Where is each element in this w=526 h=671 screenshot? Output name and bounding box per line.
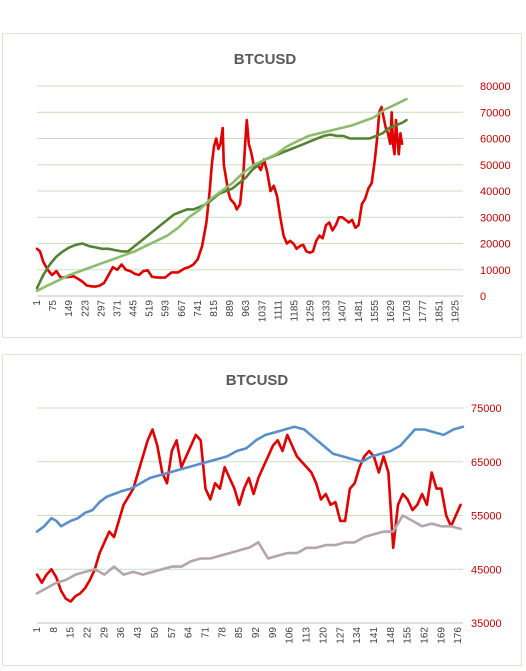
bottom-series-line-3	[35, 514, 462, 595]
chart-panel-top: BTCUSD 0 10000 20000 30000 40000 50000 60000 700…	[2, 33, 522, 338]
bottom-x-tick-label: 113	[302, 627, 313, 643]
top-y-tick-label: 70000	[480, 107, 511, 119]
top-x-tick-label: 593	[161, 300, 172, 317]
bottom-series-line-2	[35, 425, 465, 533]
bottom-chart-title: BTCUSD	[226, 372, 289, 389]
top-x-tick-label: 1703	[402, 300, 413, 323]
top-x-tick-label: 1185	[289, 300, 300, 322]
bottom-y-tick-label: 75000	[471, 403, 502, 415]
bottom-x-tick-label: 169	[436, 627, 447, 644]
bottom-x-axis-labels: 1 8 15 22 29 36 43 50 57 64 71 78 85 92 99 106 113 120 127…	[32, 627, 464, 644]
top-x-tick-label: 1629	[386, 300, 397, 323]
top-x-tick-label: 149	[64, 300, 75, 317]
bottom-x-tick-label: 120	[318, 627, 329, 644]
top-x-tick-label: 667	[177, 300, 188, 317]
top-x-tick-label: 889	[225, 300, 236, 317]
top-x-tick-label: 75	[48, 300, 59, 312]
top-x-tick-label: 445	[129, 300, 140, 317]
top-x-tick-label: 297	[96, 300, 107, 317]
top-x-tick-label: 1259	[306, 300, 317, 323]
top-x-tick-label: 1037	[257, 300, 268, 323]
bottom-x-tick-label: 36	[116, 627, 127, 639]
bottom-x-tick-label: 106	[285, 627, 296, 644]
bottom-y-tick-label: 35000	[471, 618, 502, 630]
top-x-axis-labels: 1 75 149 223 297 371 445 519 593 667 741 815 889 963 1…	[32, 300, 461, 323]
top-y-tick-label: 20000	[480, 239, 511, 251]
bottom-x-tick-label: 148	[386, 627, 397, 644]
bottom-y-tick-label: 45000	[471, 564, 502, 576]
bottom-x-tick-label: 57	[167, 627, 178, 639]
top-x-tick-label: 1481	[354, 300, 365, 323]
chart-svg-top: BTCUSD 0 10000 20000 30000 40000 50000 60000 700…	[32, 51, 511, 323]
top-series-line-2	[35, 118, 408, 290]
top-y-axis-labels: 0 10000 20000 30000 40000 50000 60000 70000 8000…	[480, 81, 511, 303]
bottom-x-tick-label: 141	[369, 627, 380, 644]
bottom-x-tick-label: 15	[66, 627, 77, 639]
chart-panel-bottom: BTCUSD 35000 45000 55000 65000 75000 1 8 15 22 29 3…	[2, 354, 522, 666]
bottom-x-tick-label: 64	[184, 627, 195, 639]
top-x-tick-label: 815	[209, 300, 220, 317]
top-x-tick-label: 223	[80, 300, 91, 317]
bottom-x-tick-label: 155	[403, 627, 414, 644]
bottom-x-tick-label: 99	[268, 627, 279, 639]
bottom-series-group	[35, 425, 465, 603]
top-x-tick-label: 1555	[370, 300, 381, 323]
top-series-line-1	[35, 105, 404, 288]
bottom-y-tick-label: 55000	[471, 511, 502, 523]
top-x-tick-label: 1	[32, 300, 43, 306]
top-series-line-3	[35, 97, 408, 293]
bottom-x-tick-label: 8	[49, 627, 60, 633]
bottom-gridlines	[37, 407, 463, 624]
top-x-tick-label: 519	[145, 300, 156, 317]
bottom-x-tick-label: 162	[419, 627, 430, 644]
top-y-tick-label: 60000	[480, 134, 511, 146]
bottom-x-tick-label: 134	[352, 627, 363, 644]
bottom-x-tick-label: 43	[133, 627, 144, 639]
top-x-tick-label: 1111	[273, 300, 284, 320]
bottom-series-line-1	[35, 428, 462, 603]
bottom-x-tick-label: 85	[234, 627, 245, 639]
top-x-tick-label: 1777	[418, 300, 429, 323]
bottom-x-tick-label: 78	[217, 627, 228, 639]
bottom-x-tick-label: 50	[150, 627, 161, 639]
top-y-tick-label: 40000	[480, 186, 511, 198]
top-x-tick-label: 741	[193, 300, 204, 317]
top-chart-title: BTCUSD	[234, 51, 297, 68]
top-x-tick-label: 1925	[450, 300, 461, 323]
top-y-tick-label: 30000	[480, 212, 511, 224]
top-x-tick-label: 1851	[434, 300, 445, 323]
top-gridlines	[37, 85, 463, 297]
top-x-tick-label: 963	[241, 300, 252, 317]
bottom-y-axis-labels: 35000 45000 55000 65000 75000	[471, 403, 502, 630]
top-series-group	[35, 97, 408, 293]
top-x-tick-label: 371	[112, 300, 123, 317]
top-x-tick-label: 1407	[338, 300, 349, 323]
top-x-tick-label: 1333	[322, 300, 333, 323]
bottom-x-tick-label: 176	[453, 627, 464, 644]
bottom-y-tick-label: 65000	[471, 457, 502, 469]
bottom-x-tick-label: 71	[200, 627, 211, 639]
bottom-x-tick-label: 127	[335, 627, 346, 644]
chart-svg-bottom: BTCUSD 35000 45000 55000 65000 75000 1 8 15 22 29 3…	[32, 372, 502, 644]
bottom-x-tick-label: 29	[99, 627, 110, 639]
bottom-x-tick-label: 92	[251, 627, 262, 639]
bottom-x-tick-label: 22	[83, 627, 94, 639]
top-y-tick-label: 0	[480, 291, 486, 303]
top-y-tick-label: 50000	[480, 160, 511, 172]
top-y-tick-label: 80000	[480, 81, 511, 93]
top-y-tick-label: 10000	[480, 265, 511, 277]
bottom-x-tick-label: 1	[32, 627, 43, 633]
